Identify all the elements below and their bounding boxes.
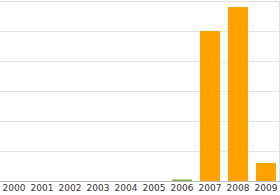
x-tick-label: 2008 <box>227 183 250 193</box>
x-tick-label: 2005 <box>143 183 166 193</box>
x-tick-label: 2006 <box>171 183 194 193</box>
frame-line <box>279 1 280 181</box>
bar <box>88 181 108 182</box>
bar <box>60 181 80 182</box>
x-tick-label: 2004 <box>115 183 138 193</box>
bar <box>256 163 276 181</box>
bar <box>4 181 24 182</box>
x-tick-label: 2007 <box>199 183 222 193</box>
grid-line <box>0 1 280 2</box>
chart: 2000 2001 2002 2003 2004 2005 2006 2007 2008 2009 <box>0 0 280 195</box>
x-tick-label: 2000 <box>3 183 26 193</box>
x-tick-label: 2009 <box>255 183 278 193</box>
x-tick-label: 2002 <box>59 183 82 193</box>
bar <box>200 31 220 181</box>
x-tick-label: 2001 <box>31 183 54 193</box>
x-tick-label: 2003 <box>87 183 110 193</box>
bar <box>144 181 164 182</box>
bar <box>116 181 136 182</box>
bar <box>228 7 248 181</box>
bar <box>172 180 192 182</box>
grid-line <box>0 181 280 182</box>
bar <box>32 181 52 182</box>
chart-svg: 2000 2001 2002 2003 2004 2005 2006 2007 2008 2009 <box>0 0 280 195</box>
bars <box>172 7 276 181</box>
